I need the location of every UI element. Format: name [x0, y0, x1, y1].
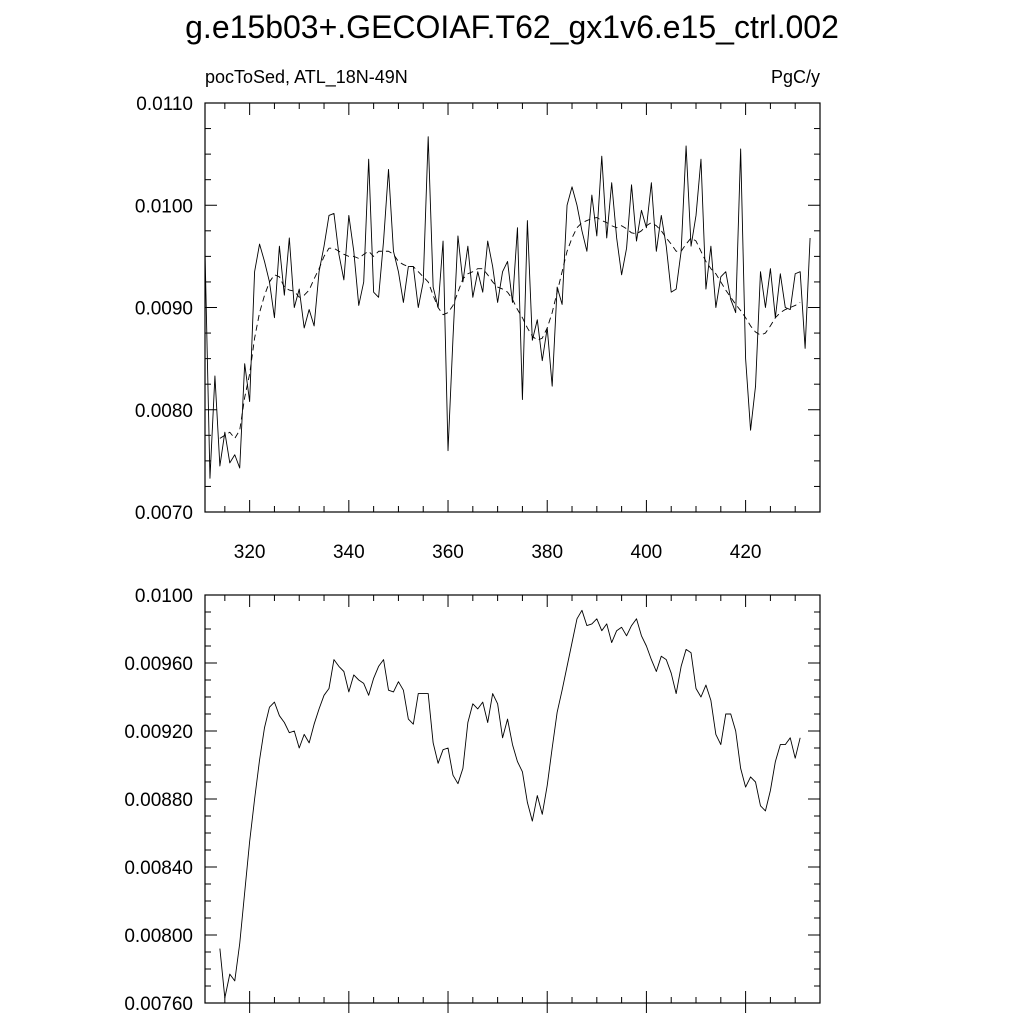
x-tick-label: 360	[432, 542, 464, 563]
y-tick-label: 0.0100	[135, 586, 193, 607]
y-tick-label: 0.00760	[124, 994, 193, 1015]
y-tick-label: 0.0110	[136, 94, 193, 115]
x-tick-label: 380	[531, 542, 563, 563]
y-tick-label: 0.0080	[135, 401, 193, 422]
x-tick-label: 340	[333, 542, 365, 563]
plot-frame	[204, 102, 821, 513]
y-tick-label: 0.00880	[124, 790, 193, 811]
y-tick-label: 0.00960	[124, 654, 193, 675]
y-tick-label: 0.00800	[124, 926, 193, 947]
plot-frame	[204, 594, 821, 1004]
series-line-dashed	[219, 217, 801, 439]
y-tick-label: 0.0090	[135, 299, 193, 320]
y-tick-label: 0.0070	[135, 503, 193, 524]
y-tick-label: 0.00920	[124, 722, 193, 743]
y-tick-label: 0.00840	[124, 858, 193, 879]
panel-right-label: PgC/y	[771, 67, 820, 87]
bottom-panel: 0.00760 0.00800 0.00840 0.00880 0.00920 0.009…	[124, 586, 821, 1015]
x-tick-label: 420	[730, 542, 762, 563]
series-line	[219, 609, 801, 999]
chart-title: g.e15b03+.GECOIAF.T62_gx1v6.e15_ctrl.002	[185, 9, 839, 45]
panel-left-label: pocToSed, ATL_18N-49N	[205, 67, 408, 88]
y-tick-label: 0.0100	[135, 196, 193, 217]
x-tick-label: 400	[631, 542, 663, 563]
series-line	[204, 136, 811, 479]
top-panel: 0.0070 0.0080 0.0090 0.0100 0.0110 320 340 360 3…	[135, 67, 821, 563]
x-tick-label: 320	[234, 542, 266, 563]
